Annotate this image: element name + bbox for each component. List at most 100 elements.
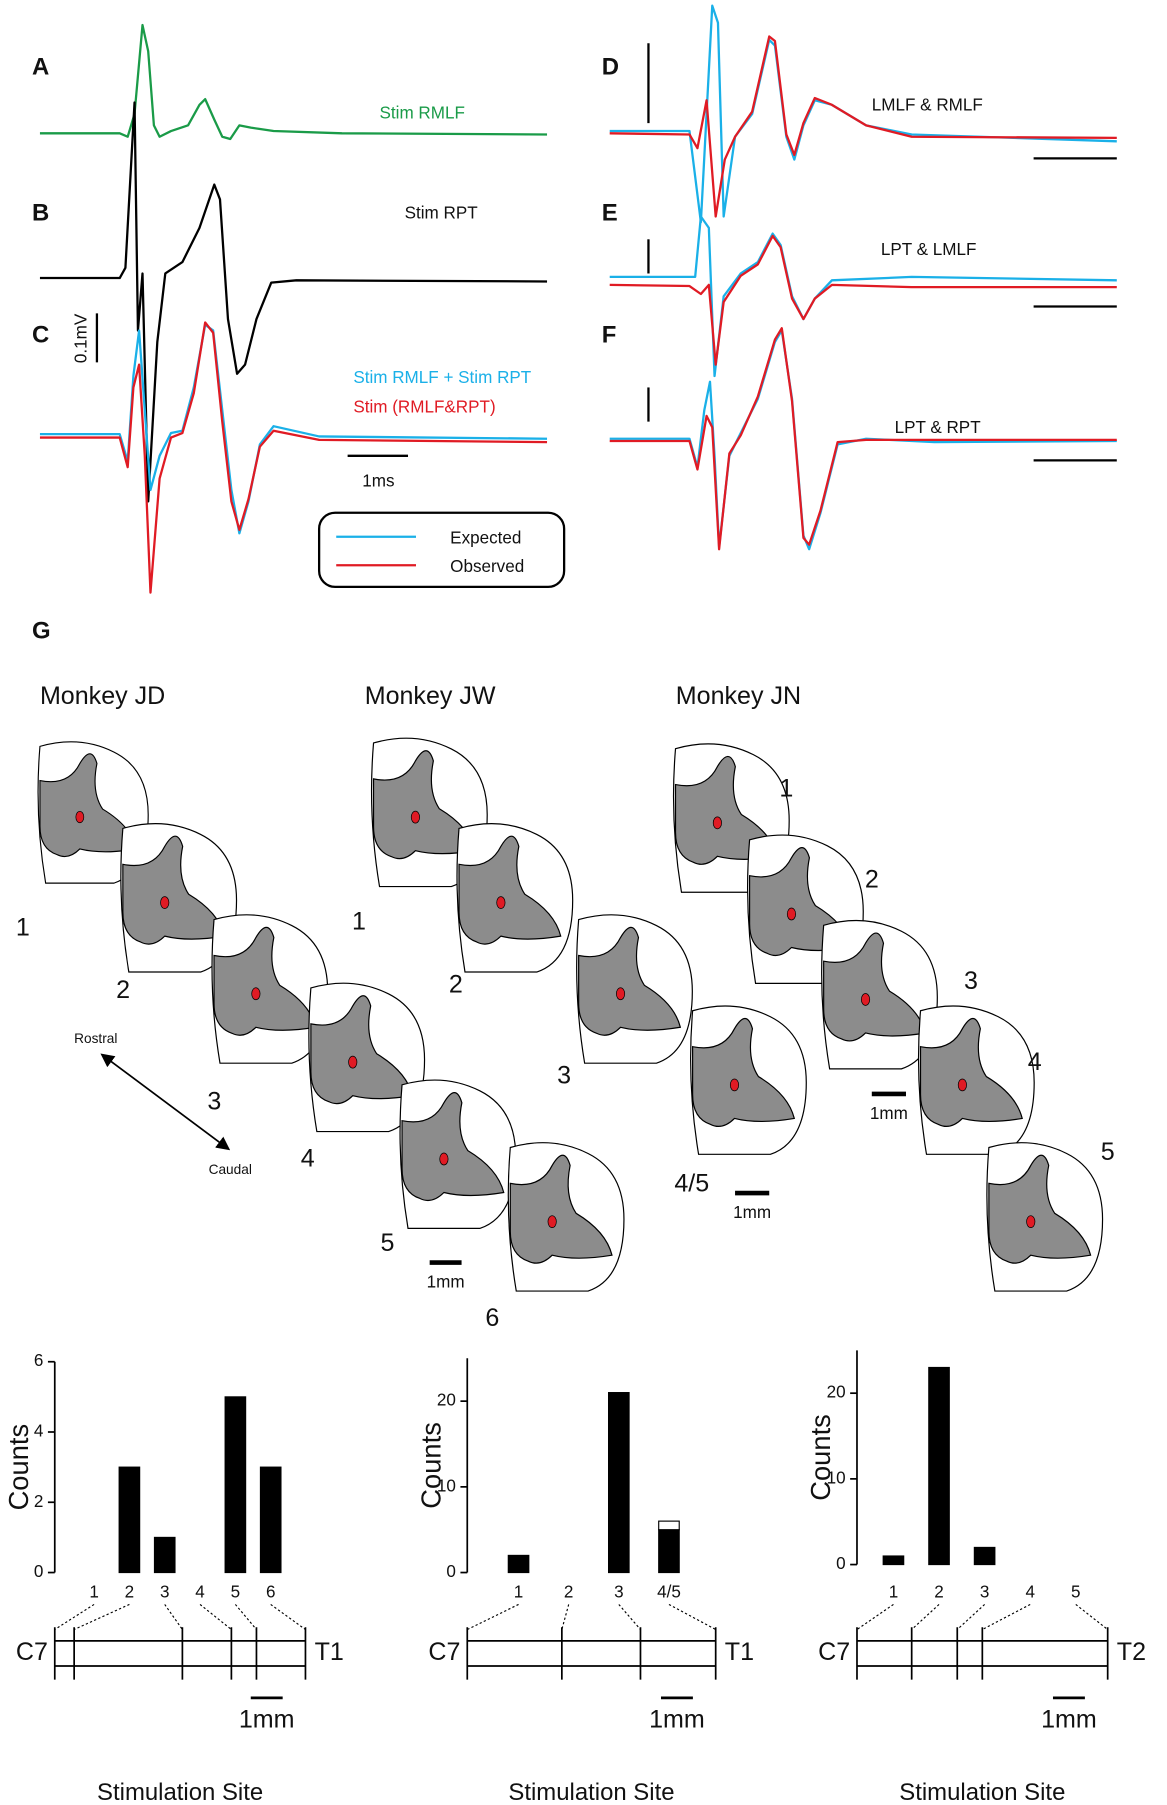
bar xyxy=(609,1393,630,1573)
legend-box xyxy=(319,513,564,587)
time-scale-label: 1ms xyxy=(362,472,394,491)
trace xyxy=(610,236,1117,365)
stim-site xyxy=(861,993,869,1005)
x-tick-label: 2 xyxy=(125,1583,135,1602)
x-tick-label: 3 xyxy=(980,1583,990,1602)
site-link xyxy=(982,1604,1030,1629)
x-tick-label: 1 xyxy=(514,1583,524,1602)
y-axis-label: Counts xyxy=(3,1424,34,1511)
segment-label: T2 xyxy=(1117,1638,1146,1666)
legend-label: Observed xyxy=(450,557,524,576)
x-tick-label: 1 xyxy=(89,1583,99,1602)
site-label: 2 xyxy=(116,976,130,1004)
y-tick-label: 2 xyxy=(34,1492,44,1511)
site-label: 1 xyxy=(779,774,793,802)
site-link xyxy=(200,1604,231,1629)
site-link xyxy=(165,1604,183,1629)
stim-site xyxy=(548,1216,556,1228)
site-label: 4 xyxy=(301,1145,315,1173)
y-tick-label: 0 xyxy=(446,1562,456,1581)
segment-label: C7 xyxy=(428,1638,460,1666)
site-label: 1 xyxy=(16,913,30,941)
bar xyxy=(659,1521,680,1530)
voltage-scale-label: 0.1mV xyxy=(72,313,91,363)
x-tick-label: 5 xyxy=(1071,1583,1081,1602)
stim-site xyxy=(161,897,169,909)
x-tick-label: 5 xyxy=(231,1583,241,1602)
site-link xyxy=(1076,1604,1108,1629)
x-tick-label: 6 xyxy=(266,1583,276,1602)
site-label: 3 xyxy=(557,1061,571,1089)
y-tick-label: 4 xyxy=(34,1422,44,1441)
trace xyxy=(40,25,547,139)
trace-label: Stim RPT xyxy=(405,204,479,223)
cord-section xyxy=(400,1080,516,1228)
x-axis-label: Stimulation Site xyxy=(508,1779,674,1805)
trace xyxy=(610,217,1117,377)
x-tick-label: 4 xyxy=(195,1583,204,1602)
segment-label: C7 xyxy=(16,1638,48,1666)
bar xyxy=(508,1555,529,1572)
cord-section xyxy=(987,1143,1103,1291)
trace xyxy=(610,6,1117,223)
y-tick-label: 6 xyxy=(34,1351,44,1370)
site-link xyxy=(912,1604,939,1629)
panel-letter: A xyxy=(32,54,49,81)
cord-section xyxy=(919,1006,1035,1154)
x-axis-label: Stimulation Site xyxy=(97,1779,263,1805)
x-tick-label: 1 xyxy=(889,1583,899,1602)
bar xyxy=(659,1530,680,1573)
trace-label: LPT & RPT xyxy=(895,418,982,437)
trace-panels: A B C D E F G 0.1mV 1ms Stim RMLF Stim R xyxy=(32,6,1117,645)
site-link xyxy=(271,1604,306,1629)
monkey-name: Monkey JD xyxy=(40,682,165,710)
site-label: 5 xyxy=(1101,1138,1115,1166)
panel-letter: E xyxy=(602,200,618,227)
stim-site xyxy=(730,1079,738,1091)
site-label: 2 xyxy=(865,865,879,893)
cord-section xyxy=(691,1006,807,1154)
direction-label: Caudal xyxy=(209,1162,252,1177)
site-label: 4/5 xyxy=(674,1170,709,1198)
monkey-name: Monkey JW xyxy=(365,682,496,710)
site-label: 1 xyxy=(352,908,366,936)
y-tick-label: 0 xyxy=(836,1554,846,1573)
bar xyxy=(225,1397,246,1573)
stim-site xyxy=(1027,1216,1035,1228)
stim-site xyxy=(616,988,624,1000)
site-label: 5 xyxy=(381,1229,395,1257)
panel-letter: B xyxy=(32,200,49,227)
site-link xyxy=(562,1604,569,1629)
stim-site xyxy=(713,817,721,829)
segment-label: T1 xyxy=(315,1638,344,1666)
bar xyxy=(929,1367,950,1564)
cord-section xyxy=(508,1143,624,1291)
panel-letter: D xyxy=(602,54,619,81)
cord-section xyxy=(457,824,573,972)
stim-site xyxy=(411,811,419,823)
page: A B C D E F G 0.1mV 1ms Stim RMLF Stim R xyxy=(0,0,1167,1805)
direction-label: Rostral xyxy=(74,1031,117,1046)
site-link xyxy=(467,1604,518,1629)
trace-label: Stim (RMLF&RPT) xyxy=(353,397,495,416)
trace xyxy=(40,325,547,534)
figure: A B C D E F G 0.1mV 1ms Stim RMLF Stim R xyxy=(0,0,1167,1805)
bar xyxy=(260,1467,281,1572)
y-axis-label: Counts xyxy=(415,1422,446,1509)
x-tick-label: 3 xyxy=(160,1583,170,1602)
panel-letter: F xyxy=(602,321,617,348)
cord-section xyxy=(577,915,693,1063)
x-tick-label: 2 xyxy=(564,1583,574,1602)
legend-label: Expected xyxy=(450,529,521,548)
site-link xyxy=(74,1604,129,1629)
stim-site xyxy=(440,1153,448,1165)
bar xyxy=(883,1556,904,1565)
bar xyxy=(154,1537,175,1572)
scale-label: 1mm xyxy=(733,1203,771,1222)
bar xyxy=(119,1467,140,1572)
trace xyxy=(610,36,1117,216)
panel-letter: G xyxy=(32,618,51,645)
site-label: 4 xyxy=(1028,1048,1042,1076)
site-link xyxy=(669,1604,716,1629)
trace-label: LMLF & RMLF xyxy=(872,95,983,114)
